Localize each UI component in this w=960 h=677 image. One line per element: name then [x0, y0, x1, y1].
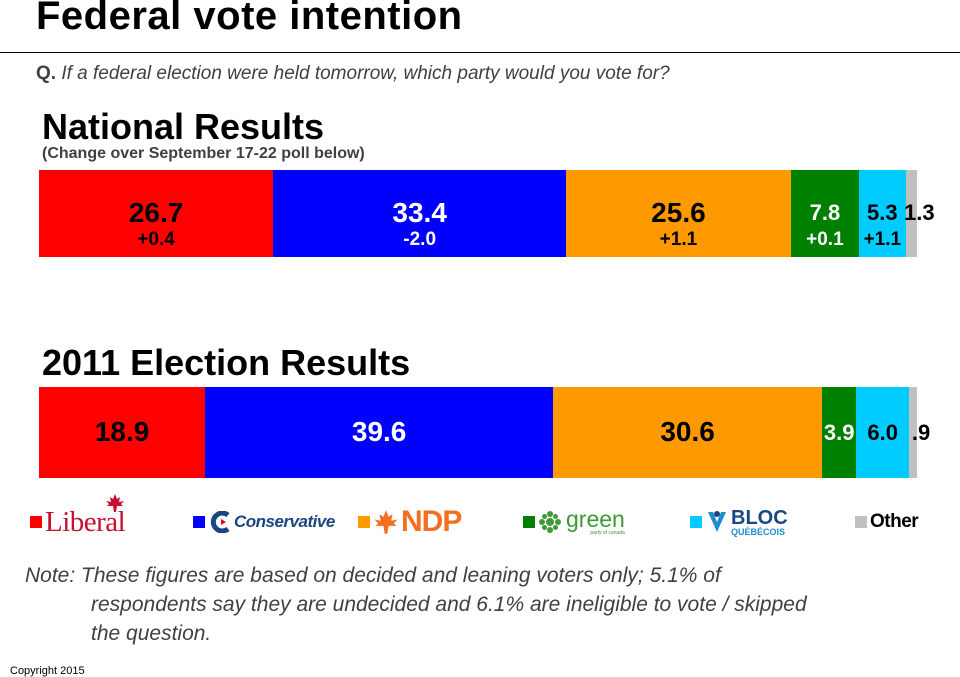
value-label-ndp: 30.6: [660, 415, 715, 447]
liberal-logo-text: Liberal: [45, 505, 126, 538]
copyright-text: Copyright 2015: [10, 665, 85, 677]
bloc-logo-text: BLOC: [731, 506, 788, 529]
bar-segment-conservative: [273, 170, 567, 257]
value-label-other: .9: [911, 419, 931, 445]
bar-segment-ndp: [566, 170, 791, 257]
bar-segment-bloc-quebecois: [859, 170, 906, 257]
bar-segment-other: [909, 387, 917, 478]
legend-conservative: Conservative: [193, 500, 335, 544]
ndp-leaf-icon: [374, 510, 398, 534]
footnote-line-1: Note: These figures are based on decided…: [25, 564, 721, 587]
national-results-title: National Results: [42, 106, 325, 147]
question-prefix: Q.: [36, 63, 57, 84]
footnote-line-3: the question.: [91, 622, 212, 645]
legend-swatch: [523, 516, 535, 528]
change-label-ndp: +1.1: [659, 229, 698, 250]
value-label-ndp: 25.6: [651, 197, 706, 228]
value-label-green: 3.9: [823, 419, 855, 445]
conservative-logo-text: Conservative: [234, 512, 335, 531]
footnote-line-2: respondents say they are undecided and 6…: [91, 593, 807, 616]
ndp-logo-text: NDP: [401, 505, 462, 538]
bar-segment-ndp: [553, 387, 823, 478]
other-legend-text: Other: [870, 511, 919, 532]
election-results-bar: 18.9 39.6 30.6 3.9 6.0 .9: [39, 387, 930, 478]
liberal-logo: Liberal: [45, 493, 126, 539]
legend-liberal: Liberal: [30, 493, 126, 544]
question-text: If a federal election were held tomorrow…: [61, 63, 670, 84]
national-results-bar: 26.7 +0.4 33.4 -2.0 25.6 +1.1 7.8 +0.1 5.3 +1.1 1.…: [39, 170, 935, 257]
change-label-conservative: -2.0: [403, 229, 437, 250]
title-divider: [0, 52, 960, 53]
change-label-bloc-quebecois: +1.1: [863, 229, 902, 250]
legend-ndp: NDP: [358, 500, 462, 544]
legend-other: Other: [855, 500, 919, 544]
green-logo-subtext: party of canada: [590, 530, 625, 536]
bar-segment-conservative: [205, 387, 554, 478]
value-label-bloc-quebecois: 6.0: [867, 419, 899, 445]
bloc-fleur-icon: [708, 511, 726, 532]
green-logo: green party of canada: [566, 508, 625, 536]
change-label-liberal: +0.4: [137, 229, 175, 250]
maple-leaf-icon: [106, 493, 124, 512]
page-title: Federal vote intention: [36, 0, 463, 38]
value-label-conservative: 33.4: [392, 197, 447, 228]
conservative-c-icon: [210, 511, 230, 533]
bar-segment-green: [790, 170, 860, 257]
survey-question: Q. If a federal election were held tomor…: [36, 63, 670, 85]
value-label-conservative: 39.6: [351, 415, 407, 447]
bar-segment-liberal: [39, 387, 206, 478]
legend-green: green party of canada: [523, 500, 625, 544]
value-label-liberal: 26.7: [128, 197, 184, 228]
green-flower-icon: [539, 511, 561, 533]
value-label-green: 7.8: [809, 200, 841, 225]
green-logo-text: green: [566, 506, 625, 532]
bar-segment-green: [822, 387, 857, 478]
legend-swatch: [193, 516, 205, 528]
legend-swatch: [690, 516, 702, 528]
legend-bloc: BLOC QUÉBÉCOIS: [690, 500, 788, 544]
bar-segment-bloc-quebecois: [856, 387, 910, 478]
value-label-other: 1.3: [904, 200, 935, 225]
election-results-title: 2011 Election Results: [42, 342, 411, 383]
legend-swatch: [855, 516, 867, 528]
national-results-subtitle: (Change over September 17-22 poll below): [42, 145, 365, 162]
value-label-liberal: 18.9: [94, 415, 150, 447]
bar-segment-liberal: [39, 170, 274, 257]
bar-segment-other: [905, 170, 917, 257]
legend-swatch: [30, 516, 42, 528]
bloc-logo: BLOC QUÉBÉCOIS: [731, 508, 788, 537]
footnote: Note: These figures are based on decided…: [25, 561, 925, 648]
change-label-green: +0.1: [806, 229, 844, 250]
bloc-logo-subtext: QUÉBÉCOIS: [731, 526, 786, 537]
value-label-bloc-quebecois: 5.3: [867, 200, 898, 225]
legend-swatch: [358, 516, 370, 528]
